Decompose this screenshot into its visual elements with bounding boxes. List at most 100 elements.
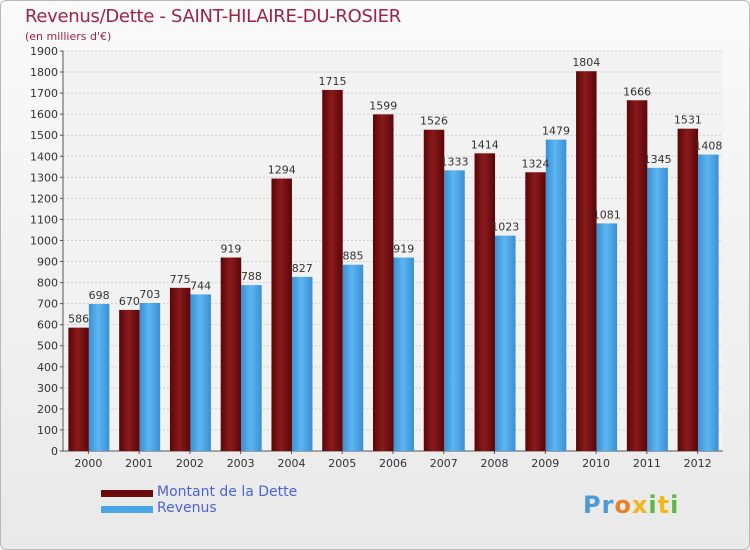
chart-subtitle: (en milliers d'€)	[25, 30, 112, 43]
dette-bar	[169, 287, 191, 451]
y-tick-label: 1900	[30, 45, 58, 58]
legend-label-revenus: Revenus	[157, 500, 217, 516]
chart-title: Revenus/Dette - SAINT-HILAIRE-DU-ROSIER	[25, 6, 401, 27]
logo-letter: t	[657, 491, 671, 519]
revenus-bar	[139, 303, 161, 451]
dette-bar	[677, 128, 699, 451]
revenus-bar	[545, 139, 567, 451]
bars	[68, 71, 719, 452]
dette-value-label: 1294	[268, 164, 296, 177]
revenus-bar	[393, 257, 414, 451]
x-tick-label: 2001	[125, 457, 153, 470]
dette-value-label: 1414	[471, 138, 499, 151]
x-tick-label: 2011	[633, 457, 661, 470]
revenus-value-label: 1081	[593, 208, 621, 221]
dette-value-label: 1715	[318, 75, 346, 88]
dette-value-label: 1526	[420, 115, 448, 128]
y-tick-label: 200	[37, 403, 58, 416]
dette-bar	[271, 178, 292, 451]
dette-bar	[119, 309, 140, 451]
x-tick-label: 2010	[582, 457, 610, 470]
logo-letter: r	[601, 491, 615, 519]
y-tick-label: 1100	[30, 213, 58, 226]
revenus-value-label: 703	[139, 288, 160, 301]
dette-bar	[626, 100, 648, 452]
revenus-bar	[342, 264, 364, 451]
dette-value-label: 775	[170, 273, 191, 286]
dette-bar	[322, 89, 343, 452]
legend-label-dette: Montant de la Dette	[157, 484, 298, 500]
y-tick-label: 400	[37, 361, 58, 374]
x-tick-label: 2009	[531, 457, 559, 470]
x-tick-label: 2004	[277, 457, 305, 470]
dette-bar	[576, 71, 597, 452]
revenus-value-label: 1023	[491, 221, 519, 234]
revenus-value-label: 885	[342, 250, 363, 263]
revenus-value-label: 744	[190, 279, 211, 292]
y-tick-label: 800	[37, 277, 58, 290]
x-tick-label: 2003	[227, 457, 255, 470]
dette-value-label: 1531	[674, 114, 702, 127]
y-tick-label: 1200	[30, 192, 58, 205]
revenus-value-label: 919	[393, 243, 414, 256]
dette-bar	[68, 327, 89, 451]
legend-swatch-revenus	[101, 506, 153, 513]
revenus-bar	[495, 235, 516, 451]
axes: 0 100 200 300 400 500 600 700 800 900 1000 1100 1200…	[30, 45, 723, 470]
revenus-bar	[190, 294, 211, 451]
x-tick-label: 2000	[74, 457, 102, 470]
x-tick-label: 2012	[684, 457, 712, 470]
proxiti-logo: Proxiti	[583, 491, 679, 519]
logo-letter: x	[631, 491, 649, 519]
y-tick-label: 500	[37, 340, 58, 353]
y-tick-label: 100	[37, 424, 58, 437]
revenus-bar	[698, 154, 719, 451]
dette-bar	[373, 114, 394, 452]
revenus-bar	[596, 223, 618, 451]
x-tick-label: 2007	[430, 457, 458, 470]
y-tick-label: 1000	[30, 234, 58, 247]
y-tick-label: 1700	[30, 87, 58, 100]
y-tick-label: 300	[37, 382, 58, 395]
revenus-value-label: 788	[241, 270, 262, 283]
dette-value-label: 1804	[572, 56, 600, 69]
revenus-value-label: 1345	[644, 153, 672, 166]
x-tick-label: 2002	[176, 457, 204, 470]
x-tick-label: 2005	[328, 457, 356, 470]
dette-value-label: 670	[119, 295, 140, 308]
revenus-value-label: 1333	[441, 155, 469, 168]
y-tick-label: 600	[37, 319, 58, 332]
x-tick-label: 2008	[481, 457, 509, 470]
dette-value-label: 1666	[623, 85, 651, 98]
y-tick-label: 1600	[30, 108, 58, 121]
dette-value-label: 586	[68, 313, 89, 326]
dette-value-label: 1599	[369, 99, 397, 112]
y-tick-label: 1500	[30, 129, 58, 142]
logo-letter: i	[648, 491, 658, 519]
y-tick-label: 0	[51, 445, 58, 458]
revenus-bar	[88, 304, 110, 451]
x-tick-label: 2006	[379, 457, 407, 470]
revenus-bar	[241, 285, 262, 451]
y-tick-label: 1800	[30, 66, 58, 79]
logo-letter: o	[614, 491, 632, 519]
dette-value-label: 919	[220, 243, 241, 256]
y-tick-label: 1300	[30, 171, 58, 184]
y-tick-label: 1400	[30, 150, 58, 163]
revenus-bar	[444, 170, 465, 452]
revenus-value-label: 698	[89, 289, 110, 302]
revenus-value-label: 1408	[694, 140, 722, 153]
dette-bar	[423, 129, 445, 451]
revenus-bar	[291, 276, 313, 451]
revenus-value-label: 1479	[542, 125, 570, 138]
revenus-bar	[647, 167, 668, 451]
legend-swatch-dette	[101, 490, 153, 497]
dette-bar	[525, 172, 546, 451]
revenus-value-label: 827	[292, 262, 313, 275]
dette-value-label: 1324	[522, 157, 550, 170]
dette-bar	[220, 257, 242, 451]
logo-letter: i	[670, 491, 680, 519]
